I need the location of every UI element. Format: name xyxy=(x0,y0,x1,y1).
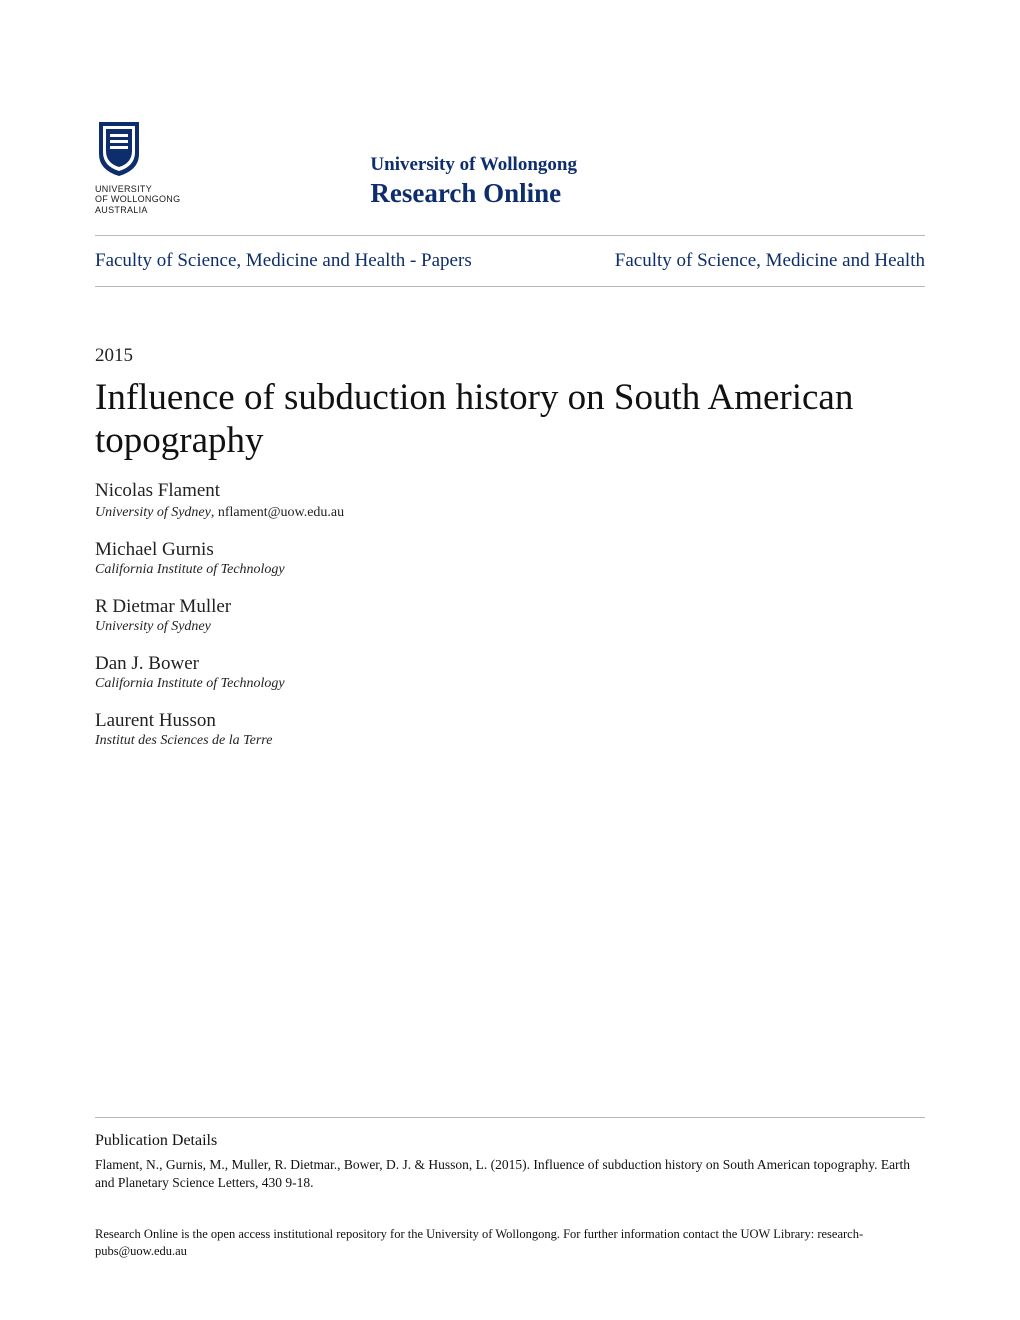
header: UNIVERSITY OF WOLLONGONG AUSTRALIA Unive… xyxy=(95,120,925,215)
author-affiliation: California Institute of Technology xyxy=(95,562,925,578)
brand-block: University of Wollongong Research Online xyxy=(370,154,577,215)
publication-details-heading: Publication Details xyxy=(95,1132,925,1150)
author-name: Michael Gurnis xyxy=(95,539,925,561)
institution-logo: UNIVERSITY OF WOLLONGONG AUSTRALIA xyxy=(95,120,180,215)
author-block-2: R Dietmar Muller University of Sydney xyxy=(95,596,925,635)
logo-line-2: OF WOLLONGONG xyxy=(95,194,180,204)
brand-site: Research Online xyxy=(370,178,577,209)
author-name: Laurent Husson xyxy=(95,710,925,732)
crest-icon xyxy=(95,120,143,178)
paper-title: Influence of subduction history on South… xyxy=(95,377,925,462)
author-name: Dan J. Bower xyxy=(95,653,925,675)
nav-right-link[interactable]: Faculty of Science, Medicine and Health xyxy=(615,250,925,272)
author-block-4: Laurent Husson Institut des Sciences de … xyxy=(95,710,925,749)
author-affiliation: University of Sydney xyxy=(95,505,211,520)
author-affiliation: California Institute of Technology xyxy=(95,676,925,692)
logo-line-1: UNIVERSITY xyxy=(95,184,180,194)
author-affil-line: University of Sydney, nflament@uow.edu.a… xyxy=(95,503,925,521)
publication-year: 2015 xyxy=(95,345,925,367)
page-container: UNIVERSITY OF WOLLONGONG AUSTRALIA Unive… xyxy=(0,0,1020,827)
breadcrumb-row: Faculty of Science, Medicine and Health … xyxy=(95,236,925,286)
author-name: Nicolas Flament xyxy=(95,480,925,502)
rule-footer xyxy=(95,1117,925,1118)
publication-details-text: Flament, N., Gurnis, M., Muller, R. Diet… xyxy=(95,1156,925,1192)
repository-note: Research Online is the open access insti… xyxy=(95,1226,925,1260)
brand-university: University of Wollongong xyxy=(370,154,577,176)
footer: Publication Details Flament, N., Gurnis,… xyxy=(95,1117,925,1260)
author-block-3: Dan J. Bower California Institute of Tec… xyxy=(95,653,925,692)
author-block-1: Michael Gurnis California Institute of T… xyxy=(95,539,925,578)
author-block-0: Nicolas Flament University of Sydney, nf… xyxy=(95,480,925,521)
author-affiliation: University of Sydney xyxy=(95,619,925,635)
author-email: , nflament@uow.edu.au xyxy=(211,505,344,520)
author-affiliation: Institut des Sciences de la Terre xyxy=(95,733,925,749)
author-name: R Dietmar Muller xyxy=(95,596,925,618)
nav-left-link[interactable]: Faculty of Science, Medicine and Health … xyxy=(95,250,472,272)
logo-line-3: AUSTRALIA xyxy=(95,205,180,215)
logo-text: UNIVERSITY OF WOLLONGONG AUSTRALIA xyxy=(95,184,180,215)
rule-bottom xyxy=(95,286,925,287)
